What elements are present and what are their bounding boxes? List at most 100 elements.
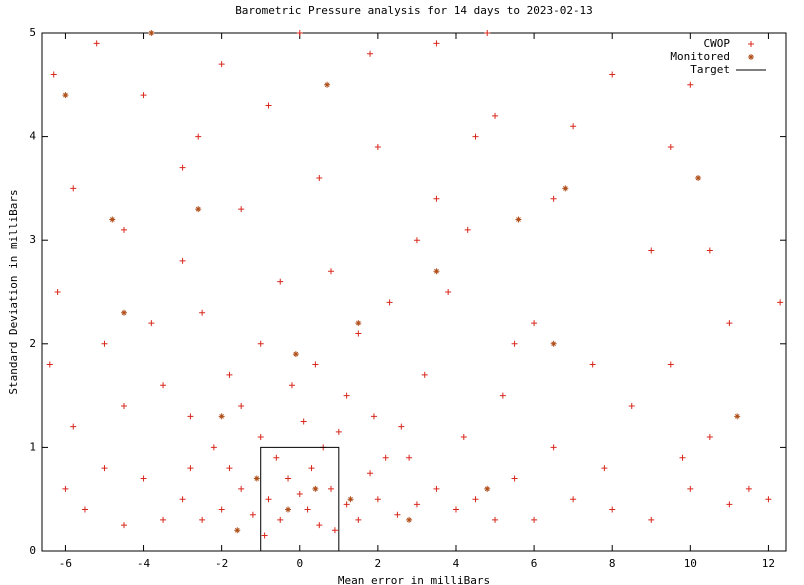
point xyxy=(628,402,635,409)
point xyxy=(413,237,420,244)
point xyxy=(355,516,362,523)
point xyxy=(382,454,389,461)
legend-swatch xyxy=(748,41,754,47)
point xyxy=(550,195,557,202)
point xyxy=(54,289,61,295)
point xyxy=(706,434,713,441)
point xyxy=(777,299,784,306)
point xyxy=(499,392,506,399)
point xyxy=(273,454,280,461)
point xyxy=(531,516,538,523)
point xyxy=(218,61,225,68)
point xyxy=(484,485,491,492)
point xyxy=(300,418,307,425)
point xyxy=(324,81,331,88)
point xyxy=(374,496,381,503)
point xyxy=(347,496,354,503)
point xyxy=(331,527,338,534)
x-tick-label: 12 xyxy=(762,557,775,570)
point xyxy=(312,485,319,492)
y-tick-label: 2 xyxy=(29,337,36,350)
point xyxy=(179,164,186,171)
point xyxy=(199,309,206,316)
point xyxy=(50,71,57,78)
point xyxy=(187,465,194,472)
x-tick-label: 8 xyxy=(609,557,616,570)
point xyxy=(765,496,772,503)
point xyxy=(265,102,272,109)
point xyxy=(253,475,260,482)
point xyxy=(160,516,167,523)
point xyxy=(609,506,616,513)
point xyxy=(160,382,167,389)
point xyxy=(81,506,88,513)
point xyxy=(374,143,381,150)
point xyxy=(667,361,674,368)
point xyxy=(343,501,350,508)
point xyxy=(261,532,268,539)
point xyxy=(550,444,557,451)
chart-title: Barometric Pressure analysis for 14 days… xyxy=(235,4,593,17)
point xyxy=(277,516,284,523)
point xyxy=(472,133,479,140)
x-tick-label: -4 xyxy=(137,557,151,570)
point xyxy=(386,299,393,306)
point xyxy=(433,40,440,47)
point xyxy=(515,216,522,223)
point xyxy=(413,501,420,508)
point xyxy=(406,516,413,523)
point xyxy=(394,511,401,518)
point xyxy=(140,475,147,482)
point xyxy=(452,506,459,513)
legend-label: Target xyxy=(690,63,730,76)
point xyxy=(648,247,655,254)
point xyxy=(667,143,674,150)
point xyxy=(70,185,77,192)
y-tick-label: 1 xyxy=(29,440,36,453)
point xyxy=(398,423,405,430)
point xyxy=(433,485,440,492)
point xyxy=(312,361,319,368)
point xyxy=(238,206,245,213)
point xyxy=(121,402,128,409)
point xyxy=(238,485,245,492)
point xyxy=(265,496,272,503)
point xyxy=(745,485,752,492)
point xyxy=(292,351,299,358)
y-axis-label: Standard Deviation in milliBars xyxy=(7,189,20,394)
point xyxy=(695,175,702,182)
point xyxy=(121,309,128,316)
point xyxy=(370,413,377,420)
y-tick-label: 5 xyxy=(29,26,36,39)
point xyxy=(406,454,413,461)
point xyxy=(609,71,616,78)
point xyxy=(531,320,538,327)
point xyxy=(121,226,128,233)
point xyxy=(179,257,186,264)
point xyxy=(249,511,256,518)
point xyxy=(62,92,69,99)
point xyxy=(343,392,350,399)
point xyxy=(234,527,241,534)
point xyxy=(195,133,202,140)
point xyxy=(226,371,233,378)
point xyxy=(285,475,292,482)
point xyxy=(308,465,315,472)
point xyxy=(195,206,202,213)
point xyxy=(140,92,147,99)
point xyxy=(445,289,452,295)
point xyxy=(570,123,577,130)
point xyxy=(218,413,225,420)
point xyxy=(589,361,596,368)
x-tick-label: 10 xyxy=(684,557,697,570)
x-tick-label: 0 xyxy=(296,557,303,570)
point xyxy=(570,496,577,503)
point xyxy=(734,413,741,420)
target-line xyxy=(260,446,340,551)
point xyxy=(199,516,206,523)
point xyxy=(179,496,186,503)
point xyxy=(726,501,733,508)
point xyxy=(296,491,303,498)
